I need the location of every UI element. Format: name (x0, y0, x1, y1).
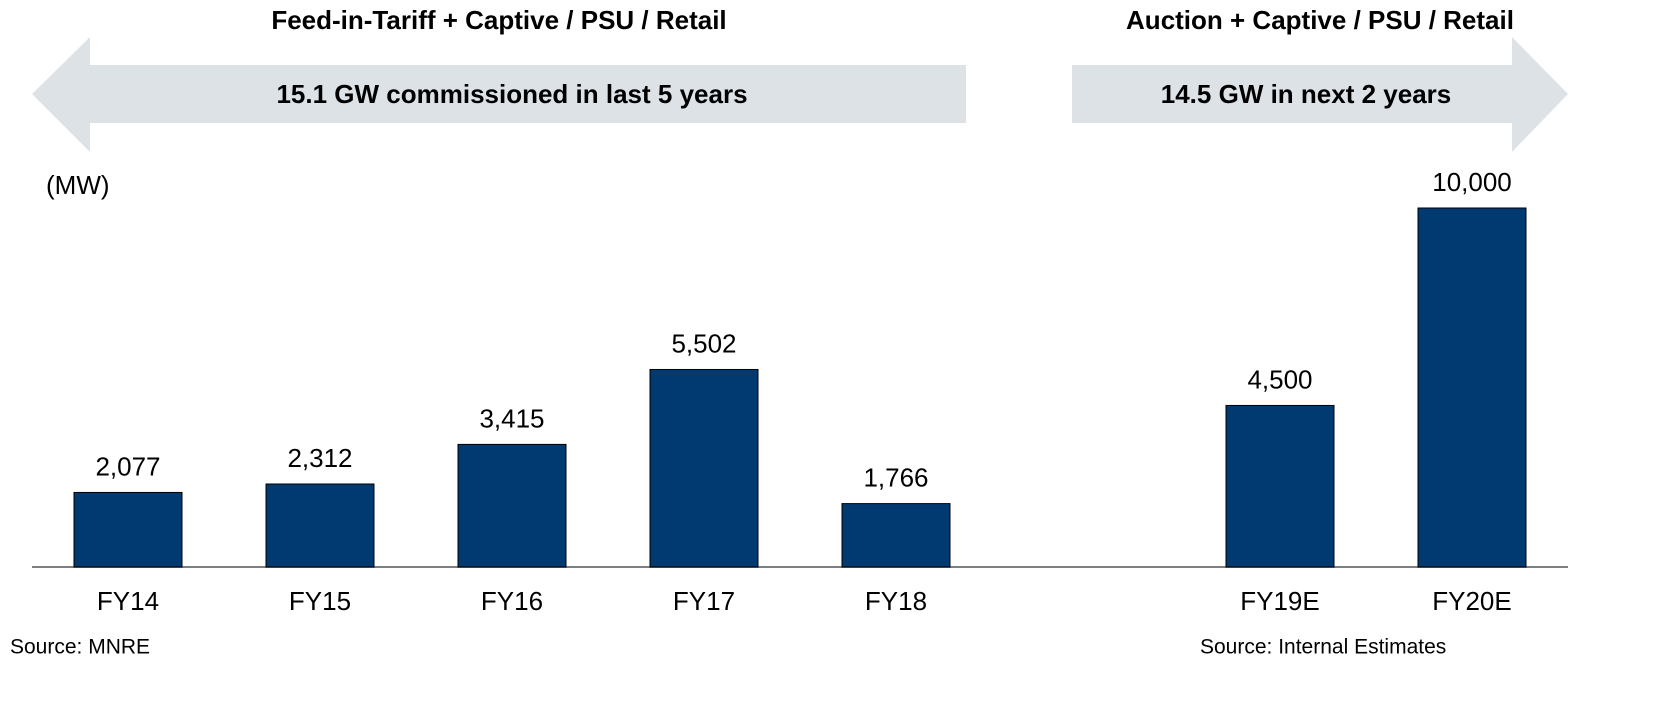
left-header: Feed-in-Tariff + Captive / PSU / Retail (271, 5, 726, 35)
left-arrow (32, 37, 966, 152)
value-label: 2,312 (287, 443, 352, 473)
bar (841, 503, 951, 568)
bar (265, 483, 375, 568)
value-label: 10,000 (1432, 167, 1512, 197)
left-arrow-label: 15.1 GW commissioned in last 5 years (276, 79, 747, 109)
right-arrow (1072, 37, 1568, 152)
x-tick-label: FY14 (97, 586, 159, 616)
value-label: 4,500 (1247, 364, 1312, 394)
source-right: Source: Internal Estimates (1200, 636, 1446, 659)
value-label: 2,077 (95, 451, 160, 481)
x-tick-label: FY20E (1432, 586, 1512, 616)
bar (649, 368, 759, 568)
source-left: Source: MNRE (10, 636, 150, 659)
value-label: 3,415 (479, 403, 544, 433)
x-tick-label: FY15 (289, 586, 351, 616)
x-tick-label: FY17 (673, 586, 735, 616)
x-tick-label: FY16 (481, 586, 543, 616)
right-header: Auction + Captive / PSU / Retail (1126, 5, 1514, 35)
right-arrow-label: 14.5 GW in next 2 years (1161, 79, 1451, 109)
bar (73, 491, 183, 568)
unit-label: (MW) (46, 170, 110, 200)
value-label: 5,502 (671, 328, 736, 358)
bar (1225, 404, 1335, 568)
value-label: 1,766 (863, 462, 928, 492)
x-tick-label: FY19E (1240, 586, 1320, 616)
bar (1417, 207, 1527, 568)
bar (457, 443, 567, 568)
x-tick-label: FY18 (865, 586, 927, 616)
